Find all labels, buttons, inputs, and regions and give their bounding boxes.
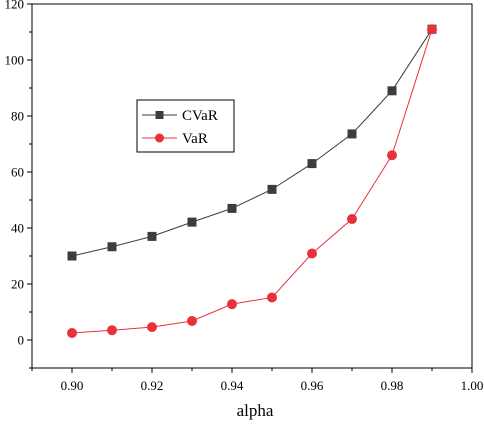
- var-point: [227, 299, 237, 310]
- var-point: [187, 315, 197, 326]
- cvar-point: [267, 184, 277, 194]
- y-tick-label: 40: [11, 221, 24, 236]
- x-tick-label: 0.94: [221, 378, 244, 393]
- cvar-legend-marker: [155, 111, 164, 119]
- y-tick-label: 120: [5, 0, 25, 12]
- x-tick-label: 0.90: [61, 378, 84, 393]
- cvar-point: [307, 159, 317, 169]
- x-axis-title: alpha: [237, 401, 274, 420]
- var-legend-marker: [155, 133, 164, 143]
- x-tick-label: 0.96: [301, 378, 324, 393]
- series-layer: [67, 24, 437, 338]
- var-point: [67, 328, 77, 338]
- cvar-legend-label: CVaR: [182, 108, 218, 124]
- y-tick-label: 20: [11, 277, 24, 292]
- cvar-point: [187, 217, 197, 227]
- x-tick-label: 0.92: [141, 378, 164, 393]
- y-tick-label: 60: [11, 165, 24, 180]
- var-point: [387, 150, 397, 161]
- cvar-point: [387, 86, 397, 96]
- var-point: [427, 24, 437, 35]
- cvar-point: [107, 242, 117, 252]
- cvar-point: [347, 129, 357, 139]
- var-point: [147, 322, 157, 333]
- var-point: [307, 248, 317, 259]
- cvar-series: [67, 24, 437, 261]
- y-tick-label: 0: [18, 333, 25, 348]
- cvar-line: [71, 28, 433, 257]
- var-series: [67, 24, 437, 338]
- plot-frame: [31, 3, 473, 369]
- x-tick-label: 1.00: [461, 378, 484, 393]
- var-point: [267, 292, 277, 303]
- cvar-point: [227, 203, 237, 213]
- x-tick-label: 0.98: [381, 378, 404, 393]
- var-point: [107, 325, 117, 336]
- cvar-point: [147, 231, 157, 241]
- var-legend-label: VaR: [182, 131, 208, 147]
- axes: 0.90 0.92 0.94 0.96 0.98 1.00 0 20 40 60 80 100 120: [5, 0, 484, 393]
- cvar-point: [67, 251, 77, 261]
- legend: CVaR VaR: [136, 99, 235, 153]
- var-point: [347, 214, 357, 225]
- y-tick-label: 80: [11, 109, 24, 124]
- y-tick-label: 100: [5, 53, 25, 68]
- var-line: [71, 29, 433, 334]
- legend-box: [136, 99, 235, 153]
